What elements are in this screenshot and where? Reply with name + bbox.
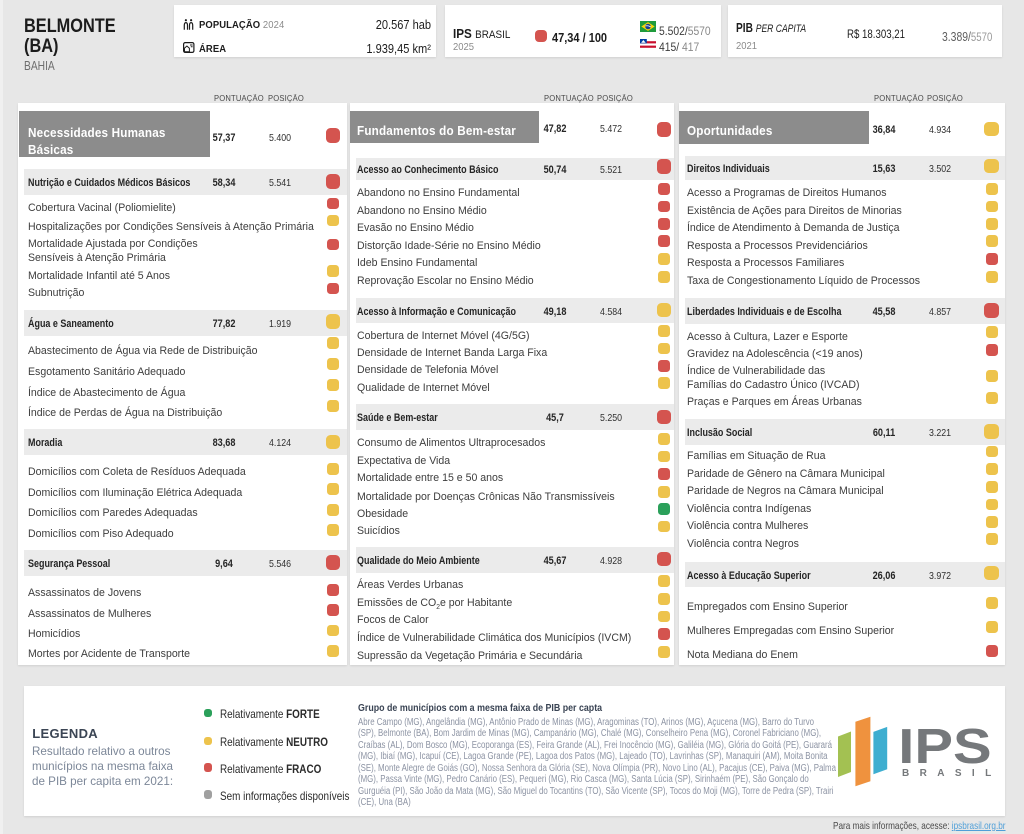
svg-text:IPS: IPS [898,719,991,774]
svg-text:BRASIL: BRASIL [902,768,1002,779]
